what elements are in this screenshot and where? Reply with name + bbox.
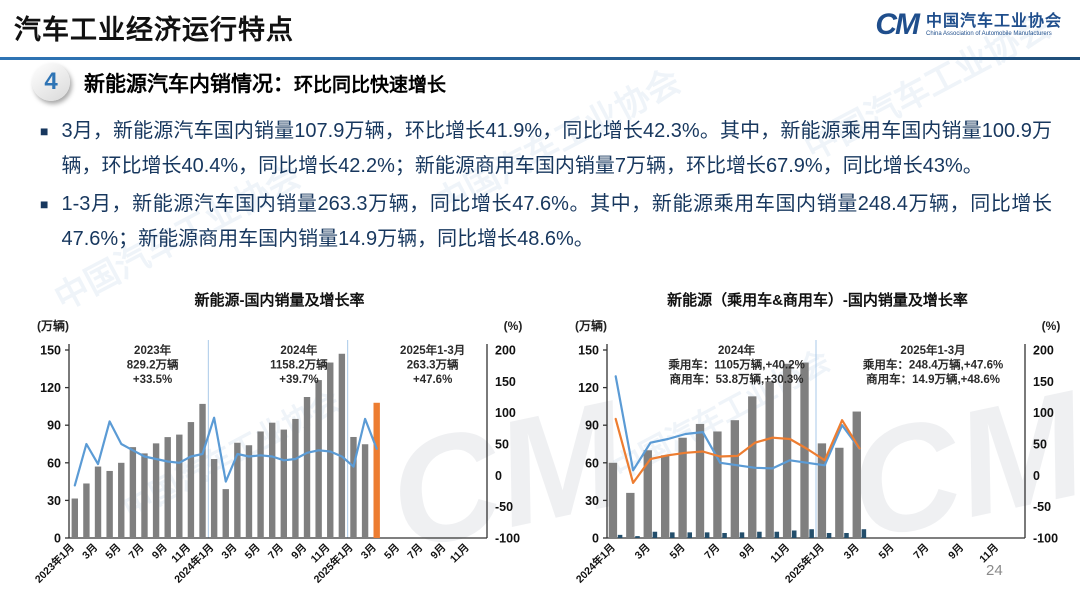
- x-tick-label: 3月: [842, 542, 862, 562]
- x-tick-label: 3月: [633, 542, 653, 562]
- growth-line-0: [73, 416, 378, 487]
- growth-line-0: [614, 375, 861, 472]
- bars-series-0: [608, 362, 861, 538]
- x-tick-label: 3月: [219, 542, 239, 562]
- growth-line-1: [614, 417, 861, 484]
- logo-name-cn: 中国汽车工业协会: [925, 12, 1062, 30]
- svg-text:-100: -100: [1033, 532, 1058, 546]
- svg-text:200: 200: [1033, 344, 1054, 358]
- annotation: 2023年: [134, 343, 172, 357]
- x-tick-label: 5月: [876, 542, 896, 562]
- x-tick-label: 2023年1月: [32, 541, 77, 586]
- x-tick-label: 11月: [768, 542, 792, 566]
- left-axis-label: (万辆): [37, 318, 69, 333]
- bullet-text-march: 3月，新能源汽车国内销量107.9万辆，环比增长41.9%，同比增长42.3%。…: [61, 120, 1052, 177]
- svg-text:50: 50: [1033, 438, 1047, 452]
- bullet-item-q1: ■ 1-3月，新能源汽车国内销量263.3万辆，同比增长47.6%。其中，新能源…: [40, 187, 1052, 257]
- bars-series-0: [71, 353, 380, 538]
- x-tick-label: 9月: [289, 542, 309, 562]
- svg-text:150: 150: [495, 375, 516, 389]
- x-tick-label: 5月: [103, 542, 123, 562]
- annotation: +33.5%: [133, 374, 172, 386]
- x-tick-label: 5月: [667, 542, 687, 562]
- annotation: 829.2万辆: [127, 358, 179, 372]
- annotation: 2025年1-3月: [900, 343, 965, 357]
- chart-title: 新能源-国内销量及增长率: [195, 291, 365, 309]
- svg-text:30: 30: [585, 494, 599, 508]
- left-axis-label: (万辆): [575, 318, 607, 333]
- annotation: 乘用车：248.4万辆,+47.6%: [862, 358, 1003, 372]
- svg-text:30: 30: [47, 494, 61, 508]
- right-axis-label: (%): [504, 319, 523, 333]
- x-tick-label: 7月: [702, 542, 722, 562]
- chart-title: 新能源（乘用车&商用车）-国内销量及增长率: [667, 291, 968, 309]
- section-title: 新能源汽车内销情况：环比同比快速增长: [84, 68, 446, 98]
- svg-text:90: 90: [47, 419, 61, 433]
- section-number-badge: 4: [32, 63, 70, 101]
- annotation: +39.7%: [279, 374, 318, 386]
- svg-text:50: 50: [495, 438, 509, 452]
- page-number: 24: [986, 562, 1003, 579]
- annotation: 2024年: [280, 343, 318, 357]
- svg-text:120: 120: [578, 381, 599, 395]
- annotation: 263.3万辆: [407, 358, 459, 372]
- annotation: 2025年1-3月: [400, 343, 465, 357]
- section-title-sub: 环比同比快速增长: [294, 75, 447, 96]
- x-tick-label: 9月: [946, 542, 966, 562]
- svg-text:-50: -50: [495, 500, 513, 514]
- bullet-item-march: ■ 3月，新能源汽车国内销量107.9万辆，环比增长41.9%，同比增长42.3…: [40, 114, 1052, 184]
- x-tick-label: 5月: [382, 542, 402, 562]
- svg-text:100: 100: [1033, 406, 1054, 420]
- svg-text:200: 200: [495, 344, 516, 358]
- x-tick-label: 7月: [266, 542, 286, 562]
- svg-text:90: 90: [585, 419, 599, 433]
- svg-text:120: 120: [40, 381, 61, 395]
- x-tick-label: 11月: [448, 542, 472, 566]
- caam-logo: CM 中国汽车工业协会 China Association of Automob…: [875, 8, 1062, 42]
- page-title: 汽车工业经济运行特点: [14, 15, 294, 45]
- svg-text:0: 0: [592, 532, 599, 546]
- bullet-list: ■ 3月，新能源汽车国内销量107.9万辆，环比增长41.9%，同比增长42.3…: [40, 114, 1052, 260]
- bullet-marker: ■: [40, 196, 49, 212]
- bars-series-1: [617, 529, 867, 538]
- right-axis-label: (%): [1042, 319, 1061, 333]
- svg-text:-100: -100: [495, 532, 520, 546]
- svg-text:-50: -50: [1033, 500, 1051, 514]
- annotation: 商用车：14.9万辆,+48.6%: [866, 372, 1000, 386]
- x-tick-label: 7月: [911, 542, 931, 562]
- x-tick-label: 2024年1月: [573, 541, 618, 586]
- bullet-text-q1: 1-3月，新能源汽车国内销量263.3万辆，同比增长47.6%。其中，新能源乘用…: [61, 193, 1052, 250]
- x-tick-label: 3月: [359, 542, 379, 562]
- x-tick-label: 7月: [127, 542, 147, 562]
- svg-text:60: 60: [47, 456, 61, 470]
- svg-text:150: 150: [1033, 375, 1054, 389]
- svg-text:0: 0: [495, 469, 502, 483]
- svg-text:150: 150: [40, 344, 61, 358]
- annotation: 1158.2万辆: [270, 358, 328, 372]
- svg-text:0: 0: [1033, 469, 1040, 483]
- x-tick-label: 5月: [243, 542, 263, 562]
- annotation: 2024年: [718, 343, 756, 357]
- x-tick-label: 7月: [405, 542, 425, 562]
- header-divider: [0, 57, 1080, 60]
- x-tick-label: 9月: [428, 542, 448, 562]
- annotation: 乘用车：1105万辆,+40.2%: [667, 358, 804, 372]
- section-title-main: 新能源汽车内销情况：: [84, 73, 294, 96]
- x-tick-label: 3月: [80, 542, 100, 562]
- chart-nev-pv-cv-sales: 新能源（乘用车&商用车）-国内销量及增长率 (万辆) (%) 0 30 60 90 120 15…: [573, 291, 1061, 586]
- svg-text:0: 0: [54, 532, 61, 546]
- annotation: 商用车：53.8万辆,+30.3%: [670, 372, 804, 386]
- caam-logo-icon: CM: [875, 8, 920, 41]
- logo-name-en: China Association of Automobile Manufact…: [925, 30, 1052, 37]
- svg-text:100: 100: [495, 406, 516, 420]
- bullet-marker: ■: [40, 123, 49, 139]
- svg-text:60: 60: [585, 456, 599, 470]
- x-tick-label: 9月: [737, 542, 757, 562]
- svg-text:150: 150: [578, 344, 599, 358]
- chart-nev-domestic-sales: 新能源-国内销量及增长率 (万辆) (%) 0 30 60 90 120 150 -100 -50 0…: [32, 291, 523, 586]
- x-tick-label: 9月: [150, 542, 170, 562]
- annotation: +47.6%: [413, 374, 452, 386]
